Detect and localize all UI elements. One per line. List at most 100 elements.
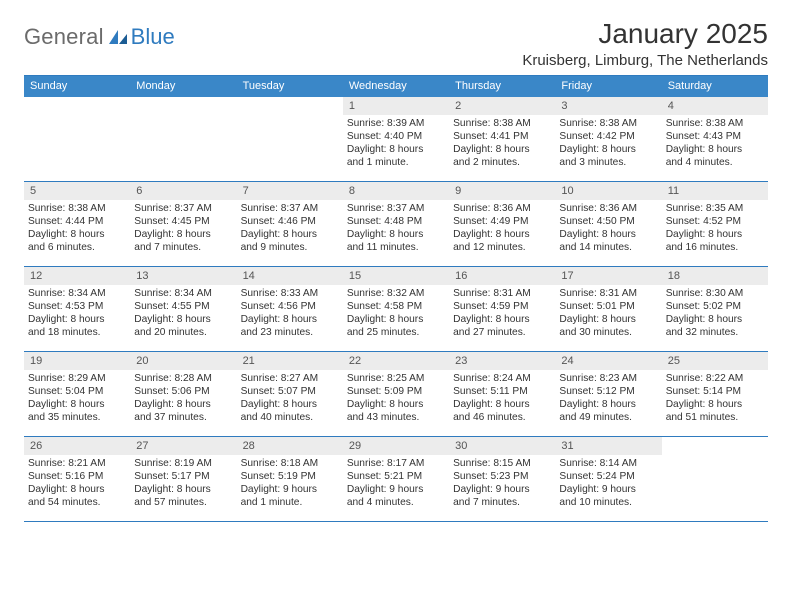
- day-number: 3: [555, 97, 661, 115]
- day-number: 11: [662, 182, 768, 200]
- day-number: 2: [449, 97, 555, 115]
- day-cell: 5 Sunrise: 8:38 AMSunset: 4:44 PMDaylight…: [24, 182, 130, 266]
- week-row: 12 Sunrise: 8:34 AMSunset: 4:53 PMDayligh…: [24, 267, 768, 352]
- day-text: Sunrise: 8:35 AMSunset: 4:52 PMDaylight:…: [662, 202, 768, 254]
- day-cell: 6Sunrise: 8:37 AMSunset: 4:45 PMDaylight…: [130, 182, 236, 266]
- day-number: 7: [237, 182, 343, 200]
- day-number: 20: [130, 352, 236, 370]
- day-cell: [237, 97, 343, 181]
- day-cell: 27 Sunrise: 8:19 AMSunset: 5:17 PMDayligh…: [130, 437, 236, 521]
- day-text: Sunrise: 8:25 AMSunset: 5:09 PMDaylight:…: [343, 372, 449, 424]
- day-number: 28: [237, 437, 343, 455]
- day-text: Sunrise: 8:27 AMSunset: 5:07 PMDaylight:…: [237, 372, 343, 424]
- dow-thu: Thursday: [449, 76, 555, 97]
- day-cell: 16 Sunrise: 8:31 AMSunset: 4:59 PMDayligh…: [449, 267, 555, 351]
- dow-tue: Tuesday: [237, 76, 343, 97]
- day-text: Sunrise: 8:23 AMSunset: 5:12 PMDaylight:…: [555, 372, 661, 424]
- day-cell: 1 Sunrise: 8:39 AMSunset: 4:40 PMDaylight…: [343, 97, 449, 181]
- day-cell: [662, 437, 768, 521]
- day-text: Sunrise: 8:38 AMSunset: 4:42 PMDaylight:…: [555, 117, 661, 169]
- day-cell: 26 Sunrise: 8:21 AMSunset: 5:16 PMDayligh…: [24, 437, 130, 521]
- day-text: Sunrise: 8:24 AMSunset: 5:11 PMDaylight:…: [449, 372, 555, 424]
- day-cell: 7 Sunrise: 8:37 AMSunset: 4:46 PMDaylight…: [237, 182, 343, 266]
- logo-word2: Blue: [131, 24, 175, 50]
- dow-mon: Monday: [130, 76, 236, 97]
- day-text: Sunrise: 8:17 AMSunset: 5:21 PMDaylight:…: [343, 457, 449, 509]
- day-number: 27: [130, 437, 236, 455]
- day-number: 21: [237, 352, 343, 370]
- title-block: January 2025 Kruisberg, Limburg, The Net…: [522, 18, 768, 69]
- day-number: 19: [24, 352, 130, 370]
- day-text: Sunrise: 8:14 AMSunset: 5:24 PMDaylight:…: [555, 457, 661, 509]
- day-number: [662, 437, 768, 443]
- day-number: [237, 97, 343, 103]
- day-text: Sunrise: 8:38 AMSunset: 4:43 PMDaylight:…: [662, 117, 768, 169]
- day-number: 16: [449, 267, 555, 285]
- day-number: 13: [130, 267, 236, 285]
- day-number: 1: [343, 97, 449, 115]
- day-cell: 24 Sunrise: 8:23 AMSunset: 5:12 PMDayligh…: [555, 352, 661, 436]
- day-text: Sunrise: 8:37 AMSunset: 4:45 PMDaylight:…: [130, 202, 236, 254]
- day-text: Sunrise: 8:36 AMSunset: 4:49 PMDaylight:…: [449, 202, 555, 254]
- day-text: Sunrise: 8:22 AMSunset: 5:14 PMDaylight:…: [662, 372, 768, 424]
- day-number: 26: [24, 437, 130, 455]
- day-cell: 25 Sunrise: 8:22 AMSunset: 5:14 PMDayligh…: [662, 352, 768, 436]
- day-cell: 30Sunrise: 8:15 AMSunset: 5:23 PMDayligh…: [449, 437, 555, 521]
- day-number: 25: [662, 352, 768, 370]
- day-number: 14: [237, 267, 343, 285]
- day-text: Sunrise: 8:32 AMSunset: 4:58 PMDaylight:…: [343, 287, 449, 339]
- day-text: Sunrise: 8:29 AMSunset: 5:04 PMDaylight:…: [24, 372, 130, 424]
- day-text: Sunrise: 8:31 AMSunset: 4:59 PMDaylight:…: [449, 287, 555, 339]
- day-text: Sunrise: 8:39 AMSunset: 4:40 PMDaylight:…: [343, 117, 449, 169]
- day-number: 18: [662, 267, 768, 285]
- day-number: 9: [449, 182, 555, 200]
- day-number: 29: [343, 437, 449, 455]
- day-text: Sunrise: 8:34 AMSunset: 4:53 PMDaylight:…: [24, 287, 130, 339]
- location: Kruisberg, Limburg, The Netherlands: [522, 52, 768, 69]
- day-cell: 13 Sunrise: 8:34 AMSunset: 4:55 PMDayligh…: [130, 267, 236, 351]
- day-cell: 3 Sunrise: 8:38 AMSunset: 4:42 PMDaylight…: [555, 97, 661, 181]
- day-cell: 28 Sunrise: 8:18 AMSunset: 5:19 PMDayligh…: [237, 437, 343, 521]
- day-cell: 17 Sunrise: 8:31 AMSunset: 5:01 PMDayligh…: [555, 267, 661, 351]
- day-text: Sunrise: 8:34 AMSunset: 4:55 PMDaylight:…: [130, 287, 236, 339]
- day-number: 17: [555, 267, 661, 285]
- day-text: Sunrise: 8:37 AMSunset: 4:46 PMDaylight:…: [237, 202, 343, 254]
- day-cell: 10 Sunrise: 8:36 AMSunset: 4:50 PMDayligh…: [555, 182, 661, 266]
- day-number: 24: [555, 352, 661, 370]
- dow-fri: Friday: [555, 76, 661, 97]
- day-number: 5: [24, 182, 130, 200]
- day-cell: 11 Sunrise: 8:35 AMSunset: 4:52 PMDayligh…: [662, 182, 768, 266]
- day-number: 12: [24, 267, 130, 285]
- day-number: 31: [555, 437, 661, 455]
- dow-wed: Wednesday: [343, 76, 449, 97]
- day-text: Sunrise: 8:38 AMSunset: 4:44 PMDaylight:…: [24, 202, 130, 254]
- day-text: Sunrise: 8:15 AMSunset: 5:23 PMDaylight:…: [449, 457, 555, 509]
- day-cell: 14Sunrise: 8:33 AMSunset: 4:56 PMDayligh…: [237, 267, 343, 351]
- day-text: Sunrise: 8:31 AMSunset: 5:01 PMDaylight:…: [555, 287, 661, 339]
- day-cell: 31 Sunrise: 8:14 AMSunset: 5:24 PMDayligh…: [555, 437, 661, 521]
- day-number: 22: [343, 352, 449, 370]
- day-text: Sunrise: 8:18 AMSunset: 5:19 PMDaylight:…: [237, 457, 343, 509]
- day-text: Sunrise: 8:21 AMSunset: 5:16 PMDaylight:…: [24, 457, 130, 509]
- logo-sail-icon: [107, 28, 129, 46]
- day-text: Sunrise: 8:28 AMSunset: 5:06 PMDaylight:…: [130, 372, 236, 424]
- week-row: 5 Sunrise: 8:38 AMSunset: 4:44 PMDaylight…: [24, 182, 768, 267]
- day-cell: 29 Sunrise: 8:17 AMSunset: 5:21 PMDayligh…: [343, 437, 449, 521]
- calendar-page: General Blue January 2025 Kruisberg, Lim…: [0, 0, 792, 522]
- day-number: 4: [662, 97, 768, 115]
- logo: General Blue: [24, 18, 175, 50]
- day-text: Sunrise: 8:36 AMSunset: 4:50 PMDaylight:…: [555, 202, 661, 254]
- day-text: Sunrise: 8:38 AMSunset: 4:41 PMDaylight:…: [449, 117, 555, 169]
- dow-sat: Saturday: [662, 76, 768, 97]
- day-cell: 8Sunrise: 8:37 AMSunset: 4:48 PMDaylight…: [343, 182, 449, 266]
- day-cell: 18 Sunrise: 8:30 AMSunset: 5:02 PMDayligh…: [662, 267, 768, 351]
- day-text: Sunrise: 8:30 AMSunset: 5:02 PMDaylight:…: [662, 287, 768, 339]
- day-cell: 9 Sunrise: 8:36 AMSunset: 4:49 PMDaylight…: [449, 182, 555, 266]
- day-number: 10: [555, 182, 661, 200]
- day-cell: 15Sunrise: 8:32 AMSunset: 4:58 PMDayligh…: [343, 267, 449, 351]
- header: General Blue January 2025 Kruisberg, Lim…: [24, 18, 768, 69]
- day-text: Sunrise: 8:19 AMSunset: 5:17 PMDaylight:…: [130, 457, 236, 509]
- week-row: 1 Sunrise: 8:39 AMSunset: 4:40 PMDaylight…: [24, 97, 768, 182]
- day-number: [130, 97, 236, 103]
- day-cell: 4 Sunrise: 8:38 AMSunset: 4:43 PMDaylight…: [662, 97, 768, 181]
